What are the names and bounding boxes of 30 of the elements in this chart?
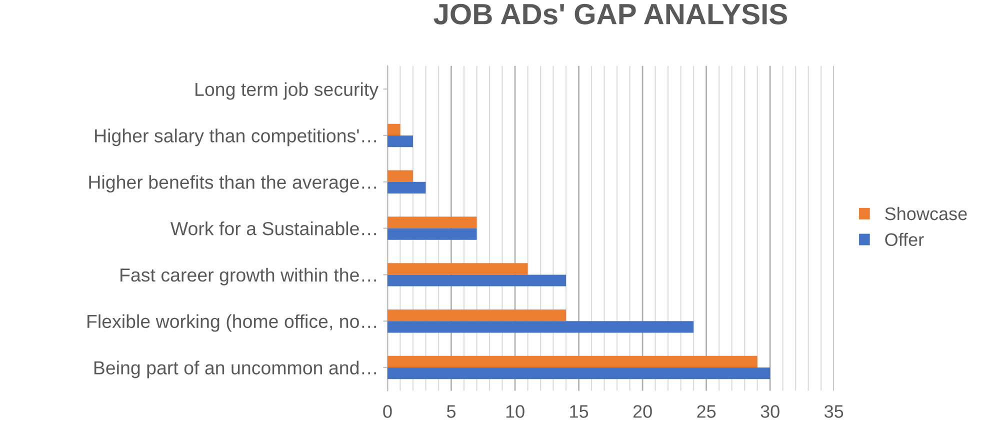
x-tick-label: 35 [824, 405, 844, 418]
x-tick-label: 20 [633, 405, 652, 418]
bar [387, 182, 426, 194]
bar [387, 356, 758, 368]
bar [387, 135, 413, 148]
y-tick-label: Flexible working (home office, no… [88, 314, 376, 332]
bar [387, 274, 566, 286]
x-tick-label: 15 [570, 405, 588, 418]
y-tick-label: Higher salary than competitions'… [95, 128, 376, 146]
y-tick-label: Work for a Sustainable… [170, 221, 376, 236]
bar [387, 368, 770, 380]
y-tick-label: Being part of an uncommon and… [94, 360, 376, 378]
x-tick-label: 10 [506, 405, 524, 418]
x-tick-label: 5 [446, 405, 456, 418]
legend-label: Showcase [885, 206, 967, 220]
chart-title: JOB ADs' GAP ANALYSIS [434, 4, 787, 24]
bar [387, 228, 477, 240]
bar [387, 321, 694, 333]
x-tick-label: 0 [383, 405, 392, 418]
x-tick-label: 25 [697, 405, 716, 418]
y-tick-label: Long term job security [196, 82, 378, 100]
legend-label: Offer [885, 232, 924, 246]
x-tick-label: 30 [760, 405, 780, 418]
bar [387, 216, 477, 228]
y-tick-label: Higher benefits than the average… [89, 175, 376, 193]
bar [387, 309, 566, 322]
y-tick-label: Fast career growth within the… [120, 268, 376, 286]
bar [387, 263, 528, 275]
bar [387, 124, 400, 136]
bar [387, 170, 413, 182]
